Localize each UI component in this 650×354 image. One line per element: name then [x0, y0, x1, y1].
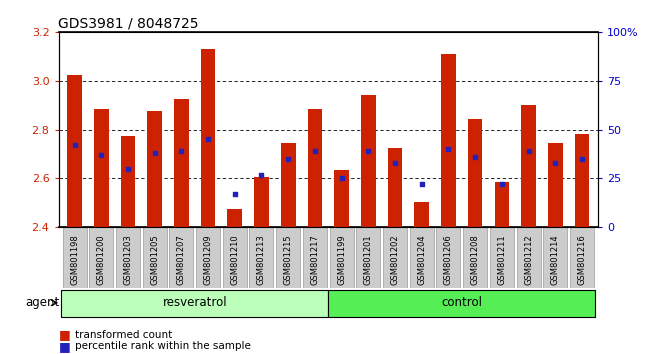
- Bar: [361, 95, 376, 227]
- Bar: [415, 202, 429, 227]
- Point: [417, 182, 427, 187]
- Text: GSM801208: GSM801208: [471, 235, 480, 285]
- Bar: [330, 227, 354, 288]
- Bar: [410, 227, 434, 288]
- Point: [523, 148, 534, 154]
- Bar: [441, 54, 456, 227]
- Point: [123, 166, 133, 172]
- Text: GSM801204: GSM801204: [417, 235, 426, 285]
- Point: [337, 176, 347, 181]
- Text: GSM801217: GSM801217: [311, 235, 319, 285]
- Point: [283, 156, 293, 162]
- Bar: [196, 227, 220, 288]
- Bar: [436, 227, 460, 288]
- Text: GSM801207: GSM801207: [177, 235, 186, 285]
- Text: GSM801214: GSM801214: [551, 235, 560, 285]
- Bar: [383, 227, 407, 288]
- Bar: [276, 227, 300, 288]
- Text: GDS3981 / 8048725: GDS3981 / 8048725: [58, 17, 199, 31]
- Bar: [142, 227, 166, 288]
- Text: GSM801202: GSM801202: [391, 235, 400, 285]
- Point: [577, 156, 587, 162]
- Text: GSM801201: GSM801201: [364, 235, 373, 285]
- Point: [203, 137, 213, 142]
- Text: GSM801211: GSM801211: [497, 235, 506, 285]
- Text: GSM801210: GSM801210: [230, 235, 239, 285]
- Bar: [468, 119, 482, 227]
- Bar: [307, 109, 322, 227]
- Text: GSM801209: GSM801209: [203, 235, 213, 285]
- Bar: [495, 182, 509, 227]
- Bar: [548, 143, 563, 227]
- Bar: [303, 227, 327, 288]
- Text: GSM801213: GSM801213: [257, 235, 266, 285]
- Bar: [121, 136, 135, 227]
- Text: agent: agent: [25, 296, 59, 309]
- Point: [70, 142, 80, 148]
- Text: transformed count: transformed count: [75, 330, 172, 339]
- Text: resveratrol: resveratrol: [162, 296, 227, 309]
- Bar: [334, 170, 349, 227]
- Bar: [281, 143, 296, 227]
- Bar: [116, 227, 140, 288]
- Point: [309, 148, 320, 154]
- Point: [229, 191, 240, 197]
- Text: GSM801212: GSM801212: [524, 235, 533, 285]
- Bar: [517, 227, 541, 288]
- Point: [470, 154, 480, 160]
- Bar: [61, 290, 328, 317]
- Text: control: control: [441, 296, 482, 309]
- Bar: [170, 227, 193, 288]
- Bar: [62, 227, 86, 288]
- Bar: [148, 111, 162, 227]
- Bar: [387, 148, 402, 227]
- Text: GSM801215: GSM801215: [283, 235, 292, 285]
- Text: GSM801203: GSM801203: [124, 235, 133, 285]
- Text: ■: ■: [58, 340, 70, 353]
- Point: [256, 172, 266, 177]
- Bar: [521, 105, 536, 227]
- Bar: [463, 227, 487, 288]
- Text: ■: ■: [58, 328, 70, 341]
- Text: GSM801206: GSM801206: [444, 235, 453, 285]
- Point: [550, 160, 560, 166]
- Bar: [250, 227, 274, 288]
- Bar: [67, 75, 82, 227]
- Text: GSM801198: GSM801198: [70, 235, 79, 285]
- Bar: [356, 227, 380, 288]
- Text: GSM801216: GSM801216: [577, 235, 586, 285]
- Bar: [543, 227, 567, 288]
- Bar: [328, 290, 595, 317]
- Bar: [570, 227, 594, 288]
- Text: percentile rank within the sample: percentile rank within the sample: [75, 341, 251, 351]
- Bar: [94, 109, 109, 227]
- Bar: [254, 177, 269, 227]
- Bar: [227, 209, 242, 227]
- Point: [443, 146, 454, 152]
- Text: GSM801199: GSM801199: [337, 235, 346, 285]
- Text: GSM801205: GSM801205: [150, 235, 159, 285]
- Point: [96, 152, 107, 158]
- Point: [176, 148, 187, 154]
- Bar: [490, 227, 514, 288]
- Bar: [174, 99, 188, 227]
- Bar: [89, 227, 113, 288]
- Point: [150, 150, 160, 156]
- Bar: [201, 49, 215, 227]
- Point: [497, 182, 507, 187]
- Point: [363, 148, 374, 154]
- Point: [390, 160, 400, 166]
- Bar: [575, 135, 590, 227]
- Bar: [223, 227, 247, 288]
- Text: GSM801200: GSM801200: [97, 235, 106, 285]
